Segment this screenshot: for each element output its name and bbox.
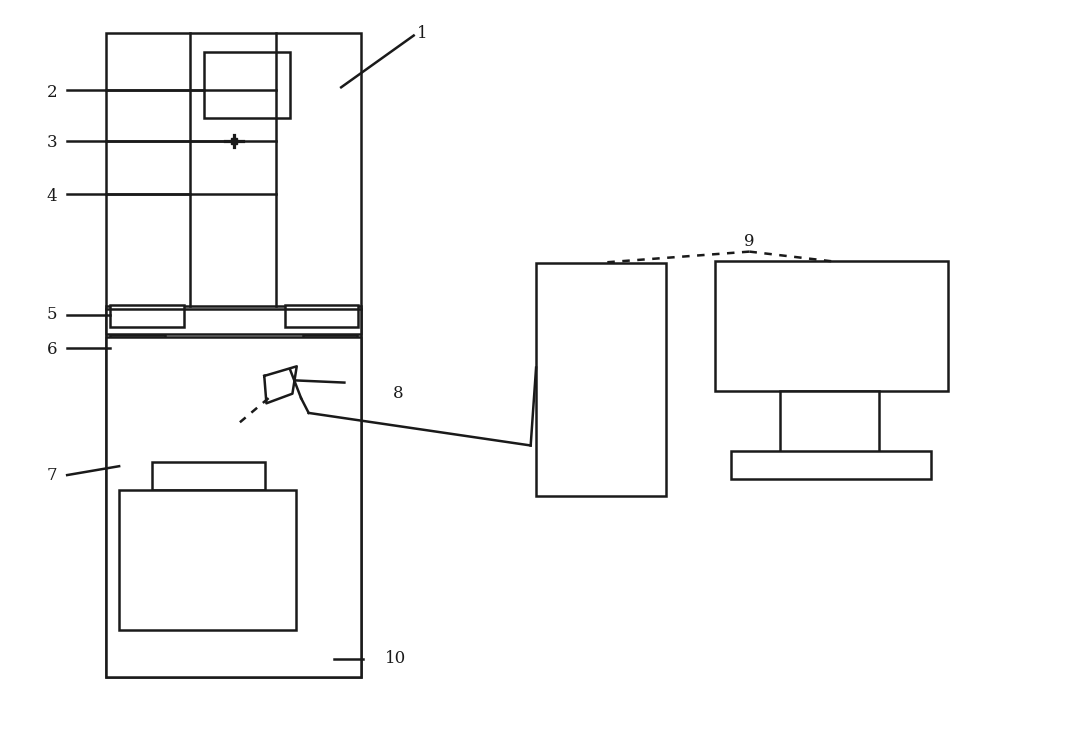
- Text: 6: 6: [47, 341, 57, 357]
- Bar: [731, 451, 931, 479]
- Bar: [285, 305, 358, 327]
- Bar: [106, 337, 361, 677]
- Text: 1: 1: [417, 25, 428, 41]
- Text: 9: 9: [744, 234, 755, 250]
- Bar: [204, 52, 290, 118]
- Bar: [119, 490, 296, 630]
- Bar: [152, 462, 265, 490]
- Text: 4: 4: [47, 188, 57, 204]
- Text: 7: 7: [47, 467, 57, 483]
- Bar: [106, 33, 361, 677]
- Text: 8: 8: [393, 386, 404, 402]
- Bar: [106, 306, 361, 334]
- Text: 3: 3: [47, 134, 57, 150]
- Bar: [110, 335, 165, 354]
- Text: 5: 5: [47, 306, 57, 323]
- Bar: [303, 335, 357, 354]
- Bar: [780, 391, 879, 453]
- Bar: [110, 305, 184, 327]
- Text: 2: 2: [47, 84, 57, 101]
- Text: 10: 10: [384, 650, 406, 667]
- Bar: [715, 261, 948, 391]
- Bar: [536, 263, 666, 496]
